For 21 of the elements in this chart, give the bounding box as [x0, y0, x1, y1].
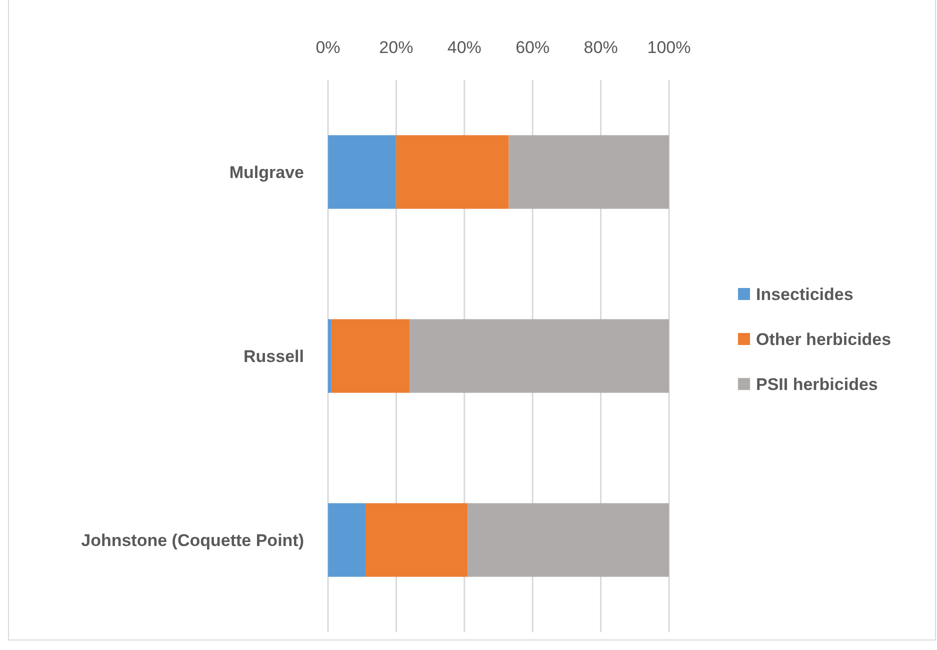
bar: [468, 503, 669, 577]
x-tick-label: 60%: [516, 38, 550, 57]
y-tick-label: Mulgrave: [229, 162, 304, 182]
bar: [331, 319, 410, 393]
legend-label: Other herbicides: [756, 330, 892, 349]
x-tick-label: 40%: [447, 38, 482, 57]
x-tick-label: 0%: [316, 38, 340, 57]
bar: [328, 319, 332, 393]
bar: [508, 135, 669, 209]
y-tick-label: Johnstone (Coquette Point): [81, 530, 304, 550]
bar: [396, 135, 509, 209]
legend-label: PSII herbicides: [756, 374, 878, 394]
bar: [328, 503, 366, 577]
bar: [366, 503, 468, 577]
y-tick-label: Russell: [244, 346, 304, 366]
x-tick-label: 100%: [647, 38, 691, 57]
x-tick-label: 80%: [584, 38, 618, 57]
bar: [328, 135, 396, 209]
legend-label: Insecticides: [756, 284, 854, 304]
x-tick-label: 20%: [379, 38, 414, 57]
bar: [410, 319, 669, 393]
